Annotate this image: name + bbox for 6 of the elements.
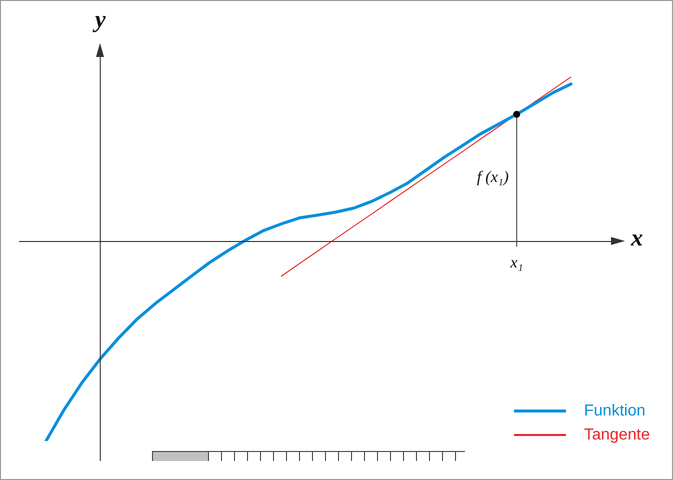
legend-label: Funktion bbox=[584, 402, 646, 420]
annotation: x₁ bbox=[509, 254, 524, 272]
annotation: f (x₁) bbox=[476, 169, 509, 186]
x-axis-title: x bbox=[630, 226, 643, 252]
y-axis-title: y bbox=[92, 7, 106, 34]
legend-label: Tangente bbox=[584, 426, 650, 444]
